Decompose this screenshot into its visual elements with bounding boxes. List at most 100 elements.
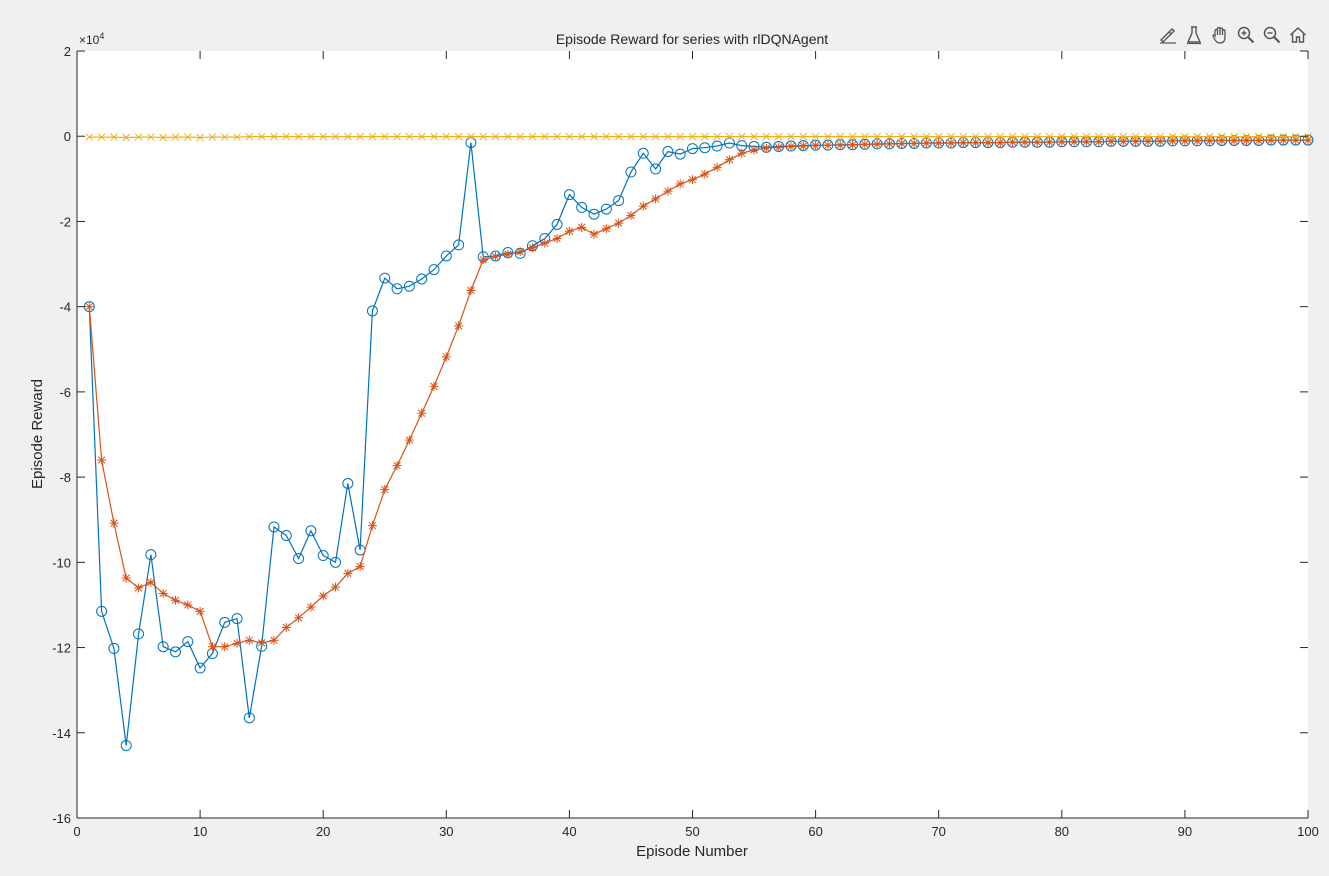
data-point[interactable] (663, 186, 673, 196)
data-point[interactable] (379, 272, 391, 284)
data-point[interactable] (120, 740, 132, 752)
series-3[interactable] (85, 132, 1312, 142)
data-point[interactable] (171, 133, 180, 141)
data-point[interactable] (1168, 136, 1178, 146)
data-point[interactable] (934, 132, 943, 141)
data-point[interactable] (1143, 136, 1153, 146)
data-point[interactable] (1082, 132, 1091, 141)
data-point[interactable] (97, 133, 106, 141)
data-point[interactable] (1044, 137, 1054, 147)
data-point[interactable] (391, 283, 403, 295)
data-point[interactable] (1057, 137, 1067, 147)
data-point[interactable] (428, 264, 440, 276)
series-2[interactable] (84, 135, 1313, 652)
data-point[interactable] (860, 132, 869, 141)
data-point[interactable] (971, 138, 981, 148)
data-point[interactable] (182, 636, 194, 648)
data-point[interactable] (318, 591, 328, 601)
data-point[interactable] (1156, 132, 1165, 141)
data-point[interactable] (1081, 137, 1091, 147)
data-point[interactable] (848, 132, 857, 141)
data-point[interactable] (540, 132, 549, 141)
data-point[interactable] (662, 146, 674, 158)
data-point[interactable] (516, 132, 525, 141)
data-point[interactable] (762, 132, 771, 141)
data-point[interactable] (627, 132, 635, 141)
data-point[interactable] (1144, 132, 1152, 141)
data-point[interactable] (823, 140, 833, 150)
data-point[interactable] (1033, 132, 1042, 141)
data-point[interactable] (798, 141, 808, 151)
data-point[interactable] (674, 148, 686, 160)
data-point[interactable] (158, 588, 168, 598)
data-point[interactable] (971, 132, 980, 141)
data-point[interactable] (563, 189, 575, 201)
data-point[interactable] (650, 163, 662, 175)
data-point[interactable] (552, 233, 562, 243)
data-point[interactable] (430, 132, 438, 141)
data-point[interactable] (984, 132, 992, 141)
data-point[interactable] (860, 139, 870, 149)
data-point[interactable] (884, 139, 894, 149)
data-point[interactable] (417, 408, 427, 418)
data-point[interactable] (453, 239, 465, 251)
data-point[interactable] (959, 132, 968, 141)
data-point[interactable] (639, 132, 648, 141)
data-point[interactable] (577, 132, 586, 141)
data-point[interactable] (786, 141, 796, 151)
data-point[interactable] (503, 132, 512, 141)
data-point[interactable] (1192, 136, 1202, 146)
data-point[interactable] (1217, 132, 1226, 141)
data-point[interactable] (97, 455, 107, 465)
data-point[interactable] (368, 132, 377, 141)
data-point[interactable] (1045, 132, 1054, 141)
data-point[interactable] (626, 210, 636, 220)
data-point[interactable] (219, 616, 231, 628)
data-point[interactable] (637, 147, 649, 159)
data-point[interactable] (170, 595, 180, 605)
data-point[interactable] (1155, 136, 1165, 146)
data-point[interactable] (282, 132, 291, 141)
data-point[interactable] (676, 132, 685, 141)
data-point[interactable] (257, 132, 266, 141)
data-point[interactable] (146, 577, 156, 587)
data-point[interactable] (257, 638, 267, 648)
data-point[interactable] (245, 132, 254, 141)
data-point[interactable] (909, 138, 919, 148)
data-point[interactable] (108, 642, 120, 654)
data-point[interactable] (442, 132, 451, 141)
data-point[interactable] (404, 435, 414, 445)
data-point[interactable] (294, 132, 303, 141)
data-point[interactable] (1032, 137, 1042, 147)
data-point[interactable] (799, 132, 808, 141)
data-point[interactable] (1106, 136, 1116, 146)
data-point[interactable] (269, 635, 279, 645)
data-point[interactable] (787, 132, 795, 141)
restore-view-button[interactable] (1286, 23, 1310, 47)
data-point[interactable] (393, 132, 401, 141)
data-tips-button[interactable] (1182, 23, 1206, 47)
data-point[interactable] (1230, 132, 1238, 141)
plot-area[interactable] (83, 132, 1314, 752)
data-point[interactable] (664, 132, 672, 141)
data-point[interactable] (195, 606, 205, 616)
data-point[interactable] (440, 250, 452, 262)
data-point[interactable] (157, 641, 169, 653)
data-point[interactable] (109, 518, 119, 528)
data-point[interactable] (600, 203, 612, 215)
data-point[interactable] (712, 162, 722, 172)
data-point[interactable] (577, 222, 587, 232)
data-point[interactable] (1180, 136, 1190, 146)
data-point[interactable] (307, 132, 315, 141)
data-point[interactable] (836, 132, 845, 141)
data-point[interactable] (774, 132, 783, 141)
data-point[interactable] (305, 525, 317, 537)
data-point[interactable] (183, 133, 192, 141)
data-point[interactable] (576, 201, 588, 213)
data-point[interactable] (811, 132, 820, 141)
data-point[interactable] (614, 218, 624, 228)
data-point[interactable] (699, 142, 711, 154)
data-point[interactable] (454, 132, 463, 141)
data-point[interactable] (700, 169, 710, 179)
data-point[interactable] (749, 145, 759, 155)
